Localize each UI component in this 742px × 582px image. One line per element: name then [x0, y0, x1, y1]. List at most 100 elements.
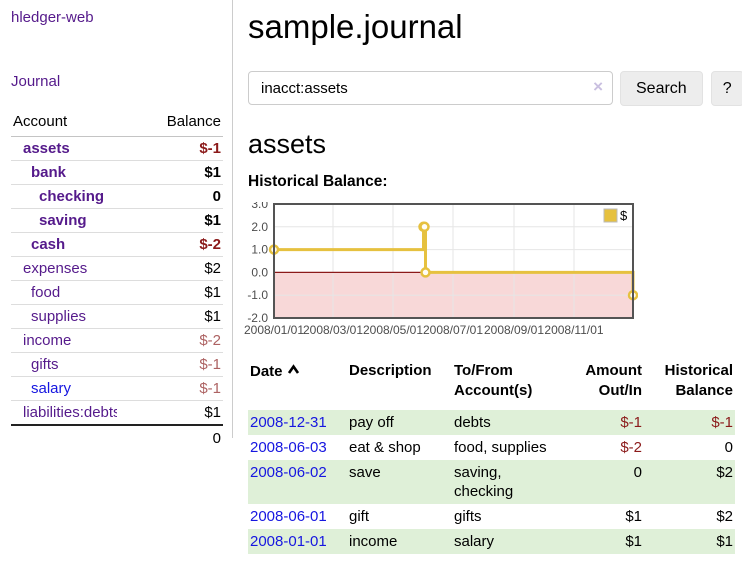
account-link-saving[interactable]: saving [39, 212, 87, 229]
transaction-date-link[interactable]: 2008-01-01 [250, 533, 327, 550]
account-balance: $-1 [117, 136, 223, 161]
sidebar: hledger-web Journal Account Balance asse… [0, 0, 233, 450]
register-header-amount: Amount Out/In [585, 362, 642, 399]
svg-text:2008/05/01: 2008/05/01 [363, 323, 423, 337]
transaction-accounts: salary [454, 533, 495, 550]
sidebar-item-journal[interactable]: Journal [11, 73, 61, 90]
register-header-date[interactable]: Date [248, 358, 347, 410]
transaction-date-link[interactable]: 2008-06-02 [250, 464, 327, 481]
register-header-accounts: To/From Account(s) [454, 362, 533, 399]
account-balance: $1 [117, 304, 223, 329]
chart-label: Historical Balance: [248, 173, 388, 190]
help-button[interactable]: ? [710, 71, 742, 106]
account-balance: 0 [117, 184, 223, 209]
account-row: expenses $2 [11, 256, 223, 281]
transaction-balance: $1 [716, 533, 733, 550]
transaction-description: pay off [349, 414, 394, 431]
accounts-total-row: 0 [11, 424, 223, 450]
account-row: salary $-1 [11, 376, 223, 401]
register-row: 2008-06-02 save saving, checking 0 $2 [248, 460, 735, 504]
historical-balance-chart: 3.0 2.0 1.0 0.0 -1.0 -2.0 2008/01/01 2008/03/01… [238, 197, 742, 342]
main-content: sample.journal × Search ? assets Histori… [233, 0, 742, 582]
accounts-header-account: Account [11, 110, 117, 137]
account-link-supplies[interactable]: supplies [31, 308, 87, 325]
svg-text:2.0: 2.0 [251, 220, 268, 234]
account-link-gifts[interactable]: gifts [31, 356, 59, 373]
account-row: saving $1 [11, 208, 223, 233]
sort-asc-icon [287, 361, 300, 381]
svg-text:$: $ [620, 208, 628, 223]
transaction-description: save [349, 464, 381, 481]
register-table: Date Description To/From Account(s) Amou… [248, 358, 735, 554]
account-row: gifts $-1 [11, 352, 223, 377]
account-row: supplies $1 [11, 304, 223, 329]
account-link-liabilities-debts[interactable]: liabilities:debts [23, 404, 117, 421]
account-row: liabilities:debts $1 [11, 400, 223, 426]
account-link-income[interactable]: income [23, 332, 72, 349]
account-row: assets $-1 [11, 136, 223, 161]
svg-text:2008/09/01: 2008/09/01 [484, 323, 544, 337]
transaction-amount: $-1 [620, 414, 642, 431]
account-balance: $-1 [117, 352, 223, 377]
register-row: 2008-06-01 gift gifts $1 $2 [248, 504, 735, 529]
search-bar: × Search ? [248, 71, 742, 106]
register-header-description: Description [349, 362, 432, 379]
account-balance: $1 [117, 160, 223, 185]
transaction-amount: $-2 [620, 439, 642, 456]
svg-text:-1.0: -1.0 [247, 288, 268, 302]
page-title: sample.journal [248, 8, 463, 45]
transaction-date-link[interactable]: 2008-06-03 [250, 439, 327, 456]
transaction-amount: $1 [625, 508, 642, 525]
transaction-balance: $2 [716, 508, 733, 525]
account-link-salary[interactable]: salary [31, 380, 72, 397]
register-row: 2008-06-03 eat & shop food, supplies $-2… [248, 435, 735, 460]
svg-text:-2.0: -2.0 [247, 311, 268, 325]
transaction-accounts: debts [454, 414, 491, 431]
svg-text:2008/07/01: 2008/07/01 [423, 323, 483, 337]
accounts-table: Account Balance assets $-1 bank $1 check… [11, 110, 223, 450]
transaction-amount: 0 [633, 464, 642, 481]
account-link-cash[interactable]: cash [31, 236, 66, 253]
accounts-header-row: Account Balance [11, 110, 223, 137]
transaction-date-link[interactable]: 2008-12-31 [250, 414, 327, 431]
transaction-balance: $2 [716, 464, 733, 481]
account-balance: $1 [117, 280, 223, 305]
accounts-total: 0 [117, 424, 223, 450]
svg-text:3.0: 3.0 [251, 202, 268, 211]
transaction-accounts: food, supplies [454, 439, 547, 456]
historical-balance-chart-svg: 3.0 2.0 1.0 0.0 -1.0 -2.02008/01/012008/03/01… [244, 197, 639, 337]
register-row: 2008-12-31 pay off debts $-1 $-1 [248, 410, 735, 435]
svg-text:1.0: 1.0 [251, 243, 268, 257]
transaction-accounts: gifts [454, 508, 482, 525]
account-row: bank $1 [11, 160, 223, 185]
account-link-expenses[interactable]: expenses [23, 260, 88, 277]
account-link-bank[interactable]: bank [31, 164, 67, 181]
transaction-accounts: saving, checking [454, 464, 514, 500]
account-link-food[interactable]: food [31, 284, 61, 301]
register-header-row: Date Description To/From Account(s) Amou… [248, 358, 735, 410]
clear-search-icon[interactable]: × [593, 77, 603, 96]
svg-text:2008/01/01: 2008/01/01 [244, 323, 304, 337]
transaction-amount: $1 [625, 533, 642, 550]
accounts-header-balance: Balance [117, 110, 223, 137]
transaction-description: income [349, 533, 398, 550]
search-button[interactable]: Search [620, 71, 703, 106]
app-title-link[interactable]: hledger-web [11, 9, 94, 26]
transaction-description: gift [349, 508, 370, 525]
account-balance: $2 [117, 256, 223, 281]
svg-text:0.0: 0.0 [251, 265, 268, 279]
register-header-balance: Historical Balance [664, 362, 733, 399]
svg-text:2008/11/01: 2008/11/01 [544, 323, 603, 337]
account-title: assets [248, 129, 327, 159]
account-balance: $-2 [117, 232, 223, 257]
account-row: cash $-2 [11, 232, 223, 257]
search-input[interactable] [248, 71, 613, 105]
transaction-balance: 0 [724, 439, 733, 456]
transaction-description: eat & shop [349, 439, 421, 456]
transaction-date-link[interactable]: 2008-06-01 [250, 508, 327, 525]
transaction-balance: $-1 [711, 414, 733, 431]
account-link-assets[interactable]: assets [23, 140, 70, 157]
svg-text:2008/03/01: 2008/03/01 [303, 323, 363, 337]
account-row: income $-2 [11, 328, 223, 353]
account-link-checking[interactable]: checking [39, 188, 105, 205]
